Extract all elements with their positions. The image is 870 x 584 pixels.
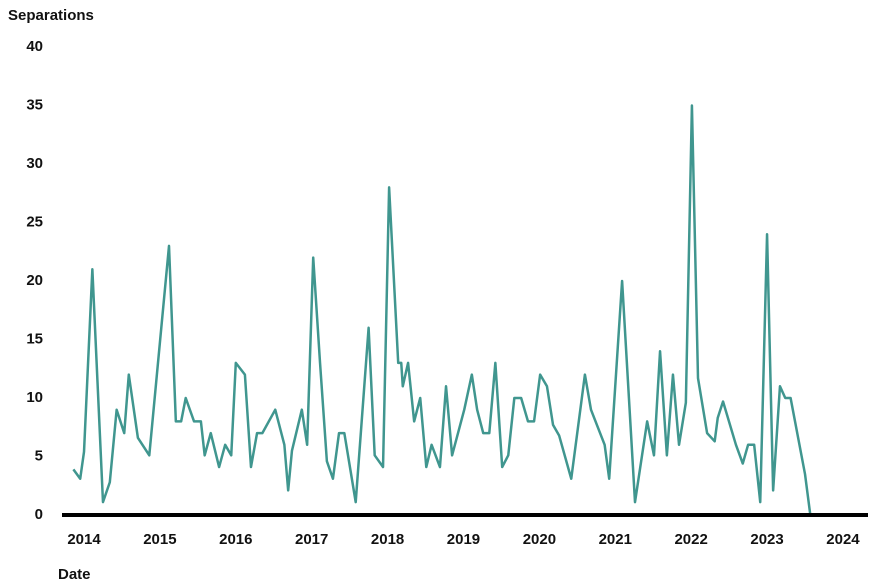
y-tick-label: 0	[35, 506, 43, 523]
y-tick-label: 30	[26, 155, 43, 172]
x-tick-label: 2021	[599, 531, 632, 548]
y-tick-label: 15	[26, 330, 43, 347]
x-tick-label: 2017	[295, 531, 328, 548]
x-axis-title: Date	[58, 566, 91, 583]
x-tick-label: 2023	[750, 531, 783, 548]
y-tick-label: 35	[26, 96, 43, 113]
x-tick-label: 2015	[143, 531, 176, 548]
y-tick-label: 10	[26, 389, 43, 406]
x-tick-label: 2018	[371, 531, 404, 548]
x-tick-label: 2020	[523, 531, 556, 548]
x-tick-label: 2024	[826, 531, 860, 548]
x-tick-label: 2019	[447, 531, 480, 548]
y-tick-label: 20	[26, 272, 43, 289]
data-line	[72, 104, 831, 517]
y-axis-title: Separations	[8, 7, 94, 24]
x-tick-label: 2022	[674, 531, 707, 548]
y-tick-label: 40	[26, 38, 43, 55]
x-tick-label: 2014	[67, 531, 101, 548]
x-tick-label: 2016	[219, 531, 252, 548]
y-tick-label: 25	[26, 213, 43, 230]
y-tick-label: 5	[35, 447, 43, 464]
